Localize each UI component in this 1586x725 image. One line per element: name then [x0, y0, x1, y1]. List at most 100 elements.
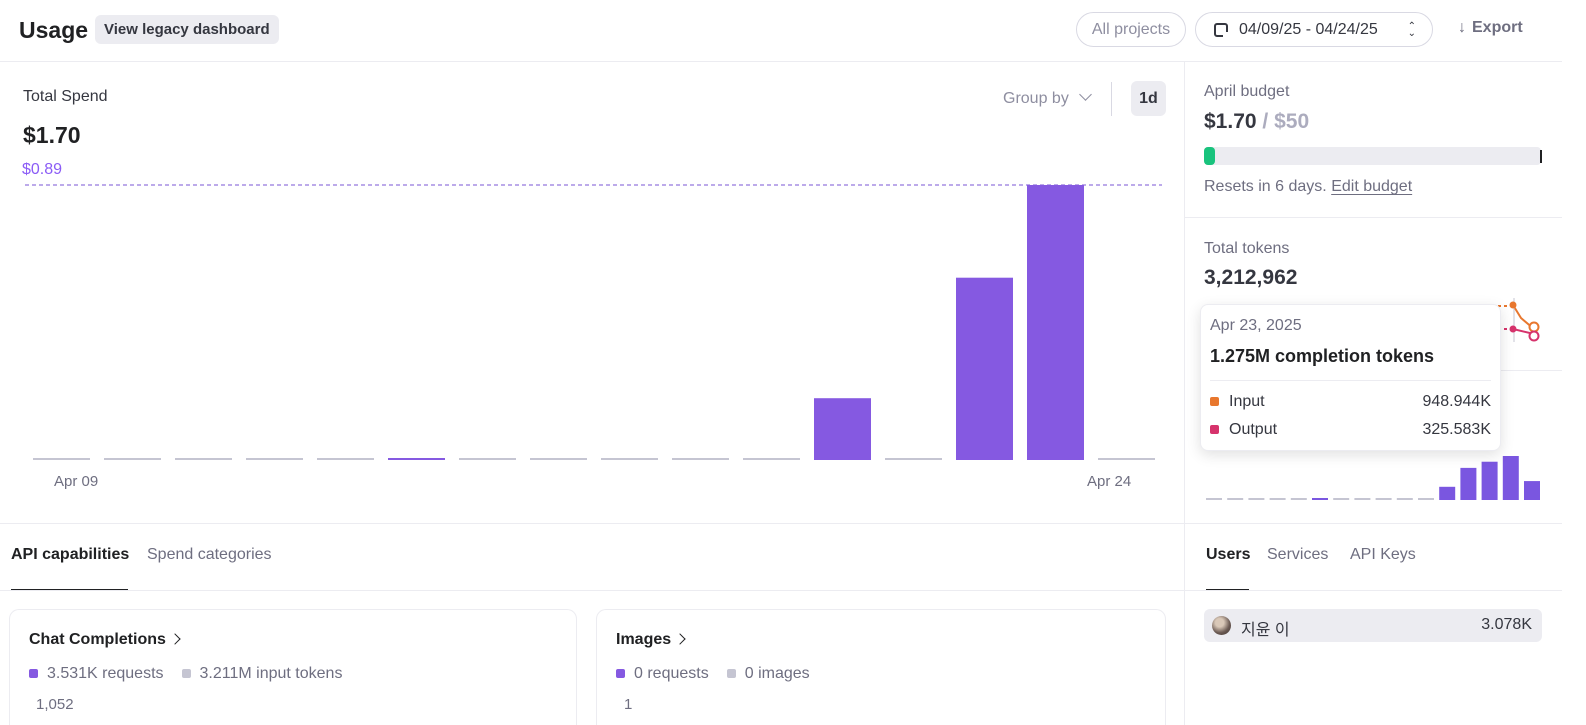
legend-input-tokens: 3.211M input tokens: [199, 665, 343, 682]
chat-completions-card[interactable]: Chat Completions 3.531K requests 3.211M i…: [9, 609, 577, 725]
output-swatch: [1210, 425, 1219, 434]
period-1d-button[interactable]: 1d: [1131, 81, 1166, 116]
total-tokens-label: Total tokens: [1204, 240, 1290, 257]
spend-bar[interactable]: [33, 458, 90, 460]
budget-limit: $50: [1274, 110, 1310, 133]
mini-bar: [1418, 498, 1434, 500]
legend-requests: 0 requests: [634, 665, 709, 682]
tab-services[interactable]: Services: [1267, 546, 1329, 563]
card-legend: 3.531K requests 3.211M input tokens: [29, 665, 342, 683]
spend-bar[interactable]: [246, 458, 303, 460]
group-by-label: Group by: [1003, 90, 1069, 107]
mini-bar: [1439, 486, 1456, 500]
tooltip-headline: 1.275M completion tokens: [1210, 346, 1435, 366]
card-title-text: Images: [616, 631, 672, 648]
mini-bar: [1312, 498, 1328, 500]
card-y-max: 1,052: [36, 696, 74, 713]
input-end-point: [1528, 321, 1540, 333]
tab-api-capabilities[interactable]: API capabilities: [11, 546, 130, 563]
chevron-right-icon: [674, 633, 686, 645]
total-spend-label: Total Spend: [23, 88, 108, 105]
spend-bar[interactable]: [1098, 458, 1155, 460]
toolbar-divider: [1111, 82, 1112, 116]
spend-bar[interactable]: [1027, 185, 1084, 460]
output-point: [1509, 325, 1517, 333]
card-legend: 0 requests 0 images: [616, 665, 810, 683]
spend-bar[interactable]: [956, 277, 1013, 460]
reset-days-text: Resets in 6 days.: [1204, 178, 1327, 195]
x-axis-end-label: Apr 24: [1087, 473, 1132, 490]
mini-bar: [1524, 481, 1540, 500]
spend-bar[interactable]: [601, 458, 658, 460]
tokens-divider: [1500, 370, 1562, 371]
user-name: 지윤 이: [1241, 622, 1290, 639]
legend-images: 0 images: [744, 665, 810, 682]
images-card[interactable]: Images 0 requests 0 images 1: [596, 609, 1166, 725]
spend-bar[interactable]: [814, 398, 871, 460]
budget-divider: [1185, 217, 1562, 218]
mini-bar: [1396, 498, 1413, 500]
card-title-text: Chat Completions: [29, 631, 166, 648]
tooltip-row-label: Input: [1229, 393, 1265, 410]
spend-bar-chart: [25, 184, 1162, 460]
mini-bar: [1481, 461, 1498, 500]
tab-api-keys[interactable]: API Keys: [1350, 546, 1416, 563]
tabs-divider: [0, 590, 1562, 591]
mini-bar: [1206, 498, 1222, 500]
user-row[interactable]: 지윤 이 3.078K: [1204, 609, 1542, 642]
chart-tooltip: Apr 23, 2025 1.275M completion tokens In…: [1200, 304, 1501, 451]
avatar: [1212, 616, 1231, 635]
edit-budget-link[interactable]: Edit budget: [1331, 178, 1413, 195]
spend-bar[interactable]: [885, 458, 942, 460]
budget-separator: /: [1262, 110, 1269, 133]
output-end-point: [1528, 330, 1540, 342]
mini-bar: [1502, 456, 1519, 500]
spend-bar[interactable]: [743, 458, 800, 460]
project-filter-button[interactable]: All projects: [1076, 12, 1186, 47]
export-label: Export: [1472, 19, 1523, 36]
tooltip-row-output: Output 325.583K: [1210, 421, 1491, 439]
date-range-picker[interactable]: 04/09/25 - 04/24/25 ⌃ ⌄: [1195, 12, 1433, 47]
tab-spend-categories[interactable]: Spend categories: [147, 546, 272, 563]
requests-swatch: [616, 669, 625, 678]
user-usage-value: 3.078K: [1481, 616, 1532, 633]
chart-max-label: $0.89: [22, 161, 63, 178]
tab-users[interactable]: Users: [1206, 546, 1251, 563]
mini-bar: [1354, 498, 1371, 500]
budget-progress-fill: [1204, 147, 1216, 165]
budget-reset-text: Resets in 6 days. Edit budget: [1204, 178, 1412, 196]
header-divider: [0, 61, 1562, 62]
mini-bar: [1248, 498, 1265, 500]
page-title: Usage: [19, 17, 89, 43]
card-title[interactable]: Chat Completions: [29, 631, 181, 649]
tooltip-row-value: 948.944K: [1422, 393, 1491, 410]
spend-bar[interactable]: [672, 458, 729, 460]
calendar-icon: [1214, 23, 1228, 37]
images-swatch: [726, 669, 736, 678]
budget-limit-marker: [1540, 150, 1542, 163]
export-button[interactable]: ↓ Export: [1458, 19, 1523, 37]
spend-bar[interactable]: [175, 458, 232, 460]
budget-spent: $1.70: [1204, 110, 1257, 133]
date-range-label: 04/09/25 - 04/24/25: [1239, 21, 1378, 38]
download-arrow-icon: ↓: [1458, 19, 1466, 36]
card-title[interactable]: Images: [616, 631, 686, 649]
view-legacy-dashboard-button[interactable]: View legacy dashboard: [95, 15, 279, 44]
scrollbar[interactable]: [1562, 0, 1586, 725]
x-axis-start-label: Apr 09: [54, 473, 99, 490]
chevron-down-icon: [1078, 88, 1092, 101]
spend-bar[interactable]: [104, 458, 161, 460]
requests-mini-bar-chart: [1206, 456, 1540, 500]
budget-value: $1.70 / $50: [1204, 110, 1309, 134]
input-point: [1509, 301, 1517, 309]
input-swatch: [1210, 397, 1219, 406]
right-panel-divider: [1184, 62, 1185, 725]
spend-bar[interactable]: [530, 458, 587, 460]
spend-bar[interactable]: [388, 458, 445, 460]
chevron-right-icon: [169, 633, 181, 645]
spend-bar[interactable]: [459, 458, 516, 460]
mini-bar: [1460, 467, 1477, 500]
group-by-dropdown[interactable]: Group by: [1003, 88, 1092, 108]
tokens-line-chart: [1498, 298, 1540, 342]
spend-bar[interactable]: [317, 458, 374, 460]
